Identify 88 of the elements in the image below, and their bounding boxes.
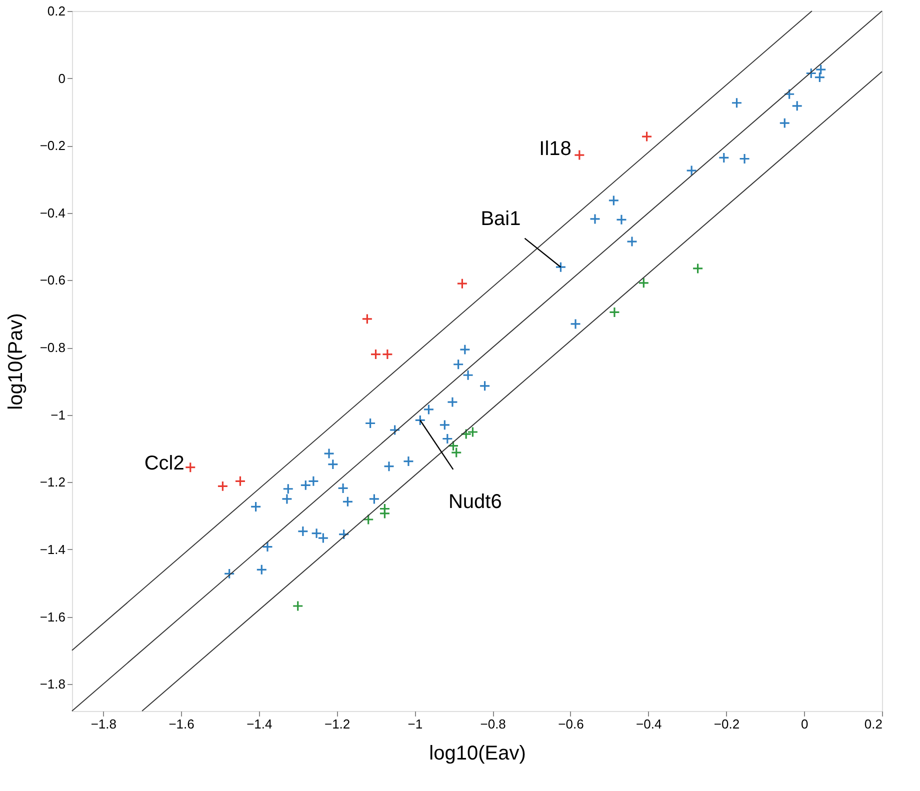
point [337, 482, 349, 494]
point [446, 396, 458, 408]
point [462, 370, 474, 381]
y-tick-label: −0.8 [40, 340, 66, 356]
point [456, 278, 468, 290]
point [459, 344, 470, 356]
point [262, 541, 274, 552]
point [692, 262, 704, 274]
annotation: Nudt6 [448, 491, 502, 514]
point [738, 153, 750, 164]
y-tick-label: −1.4 [40, 542, 66, 557]
y-tick-label: −0.2 [40, 138, 66, 154]
point [224, 568, 235, 580]
point [362, 313, 373, 324]
point [467, 426, 478, 438]
point [281, 493, 293, 505]
x-tick-label: −1.2 [324, 716, 350, 732]
point [574, 149, 585, 161]
annotation: Il18 [539, 138, 572, 160]
point [460, 428, 472, 440]
point [638, 277, 650, 288]
point [308, 476, 319, 487]
x-tick-label: −1.8 [90, 716, 116, 732]
point [731, 97, 742, 108]
x-tick-label: −0.2 [714, 716, 740, 732]
point [792, 100, 803, 112]
x-tick-label: 0 [801, 716, 808, 732]
annotation: Bai1 [480, 208, 521, 230]
point [389, 424, 400, 436]
x-tick-label: −0.4 [636, 716, 662, 732]
y-tick-label: 0 [58, 70, 66, 86]
y-tick-label: −1.2 [40, 474, 66, 490]
y-tick-label: −1 [50, 407, 66, 422]
x-tick-label: −0.8 [480, 716, 506, 732]
point [641, 130, 652, 142]
point [234, 476, 246, 487]
point [806, 68, 817, 79]
point [292, 600, 304, 612]
point [300, 480, 312, 491]
y-tick-label: −0.6 [40, 272, 66, 288]
annotation: Ccl2 [144, 452, 184, 474]
point [626, 236, 638, 248]
x-tick-label: −1.4 [246, 716, 272, 732]
y-tick-label: −0.4 [40, 205, 66, 220]
point [439, 419, 450, 430]
point [608, 194, 620, 206]
point [297, 526, 308, 537]
point [338, 528, 350, 540]
point [402, 456, 414, 467]
x-tick-label: 0.2 [864, 716, 882, 732]
point [368, 493, 380, 505]
y-axis-title: log10(Pav) [4, 313, 27, 410]
point [184, 462, 196, 473]
point [256, 564, 268, 576]
point [570, 318, 582, 330]
y-tick-label: −1.8 [40, 676, 66, 692]
point [589, 213, 601, 225]
point [282, 483, 294, 494]
x-tick-label: −1.6 [168, 716, 194, 732]
point [383, 460, 395, 472]
y-tick-label: −1.6 [40, 609, 66, 624]
point [686, 164, 698, 176]
point [342, 496, 354, 508]
point [364, 418, 376, 429]
point [616, 214, 628, 226]
point [718, 152, 730, 164]
point [608, 306, 620, 318]
point [323, 448, 335, 460]
point [250, 501, 262, 512]
point [423, 404, 434, 416]
point [327, 458, 338, 470]
point [779, 118, 790, 129]
point [362, 514, 374, 526]
y-tick-label: 0.2 [47, 4, 66, 18]
point [555, 262, 566, 273]
point [784, 88, 795, 100]
x-axis-title: log10(Eav) [429, 742, 526, 764]
point [442, 433, 453, 444]
point [452, 358, 464, 370]
point [815, 64, 826, 76]
point [382, 348, 393, 360]
x-tick-label: −0.6 [558, 716, 584, 732]
point [814, 72, 826, 83]
x-tick-label: −1 [408, 716, 423, 732]
point [414, 414, 426, 426]
point [217, 480, 228, 492]
point [479, 380, 490, 392]
point [370, 348, 382, 360]
